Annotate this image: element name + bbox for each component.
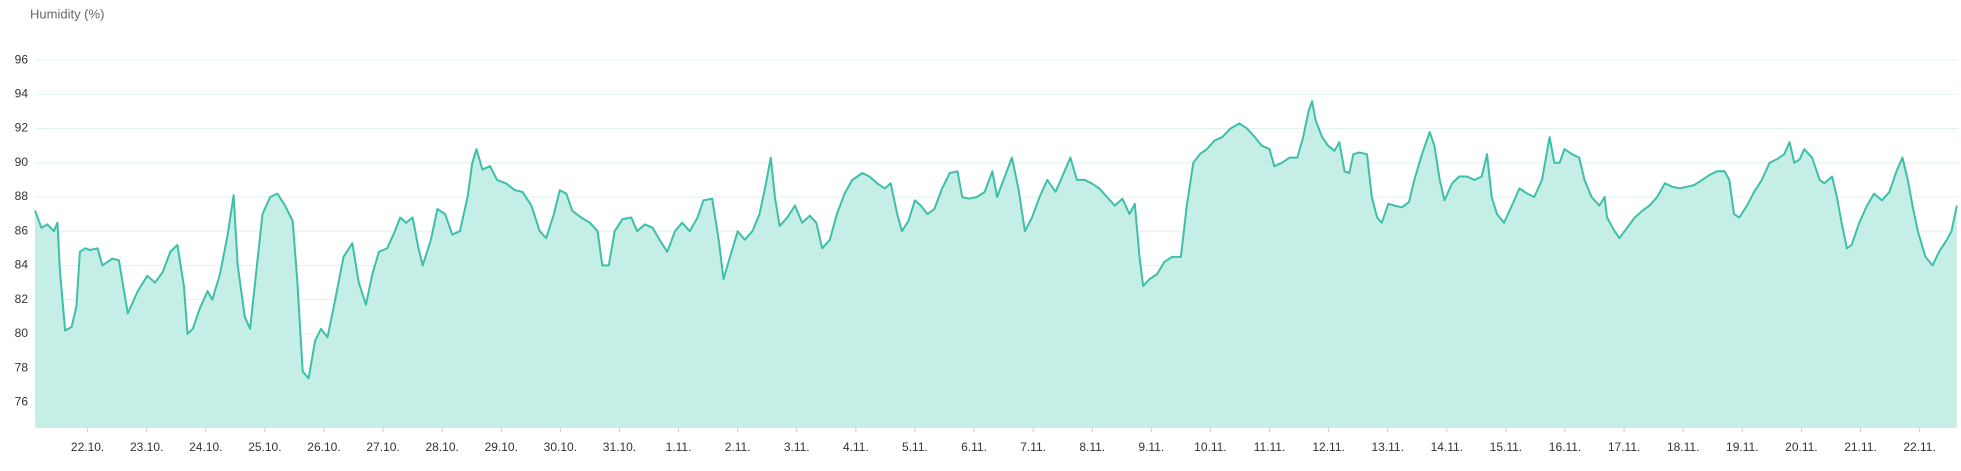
x-tick-label: 31.10.	[603, 440, 636, 454]
y-tick-label: 90	[15, 155, 29, 169]
x-tick-label: 20.11.	[1785, 440, 1817, 454]
x-tick-label: 11.11.	[1254, 440, 1286, 454]
x-tick-label: 1.11.	[666, 440, 692, 454]
y-tick-label: 78	[15, 360, 29, 374]
y-tick-label: 96	[15, 52, 29, 66]
x-tick-label: 21.11.	[1844, 440, 1876, 454]
x-tick-label: 5.11.	[902, 440, 928, 454]
x-tick-label: 19.11.	[1726, 440, 1758, 454]
x-tick-label: 12.11.	[1312, 440, 1344, 454]
x-tick-label: 14.11.	[1431, 440, 1463, 454]
x-tick-label: 2.11.	[725, 440, 751, 454]
y-tick-label: 80	[15, 326, 29, 340]
x-tick-label: 15.11.	[1490, 440, 1522, 454]
x-tick-label: 18.11.	[1667, 440, 1699, 454]
y-tick-label: 86	[15, 223, 29, 237]
x-tick-label: 16.11.	[1549, 440, 1581, 454]
x-tick-label: 30.10.	[544, 440, 577, 454]
area-line	[34, 100, 1958, 380]
y-tick-label: 92	[15, 121, 29, 135]
x-tick-label: 17.11.	[1608, 440, 1640, 454]
x-tick-label: 24.10.	[189, 440, 222, 454]
x-tick-label: 9.11.	[1138, 440, 1164, 454]
x-tick-label: 25.10.	[248, 440, 281, 454]
x-tick-label: 23.10.	[130, 440, 163, 454]
y-tick-label: 84	[15, 258, 29, 272]
x-tick-label: 27.10.	[366, 440, 399, 454]
x-tick-label: 22.10.	[71, 440, 104, 454]
x-tick-label: 22.11.	[1903, 440, 1935, 454]
x-tick-label: 13.11.	[1371, 440, 1403, 454]
x-tick-label: 4.11.	[843, 440, 869, 454]
area-fill	[35, 101, 1957, 428]
x-tick-label: 8.11.	[1079, 440, 1105, 454]
x-tick-label: 3.11.	[784, 440, 810, 454]
y-tick-label: 94	[15, 87, 29, 101]
x-tick-label: 10.11.	[1194, 440, 1226, 454]
y-tick-label: 88	[15, 189, 29, 203]
y-tick-label: 82	[15, 292, 29, 306]
x-tick-label: 28.10.	[425, 440, 458, 454]
x-tick-label: 7.11.	[1020, 440, 1046, 454]
chart-title: Humidity (%)	[30, 6, 104, 21]
x-tick-label: 26.10.	[307, 440, 340, 454]
x-tick-label: 29.10.	[485, 440, 518, 454]
y-tick-label: 76	[15, 395, 29, 409]
x-tick-label: 6.11.	[961, 440, 987, 454]
